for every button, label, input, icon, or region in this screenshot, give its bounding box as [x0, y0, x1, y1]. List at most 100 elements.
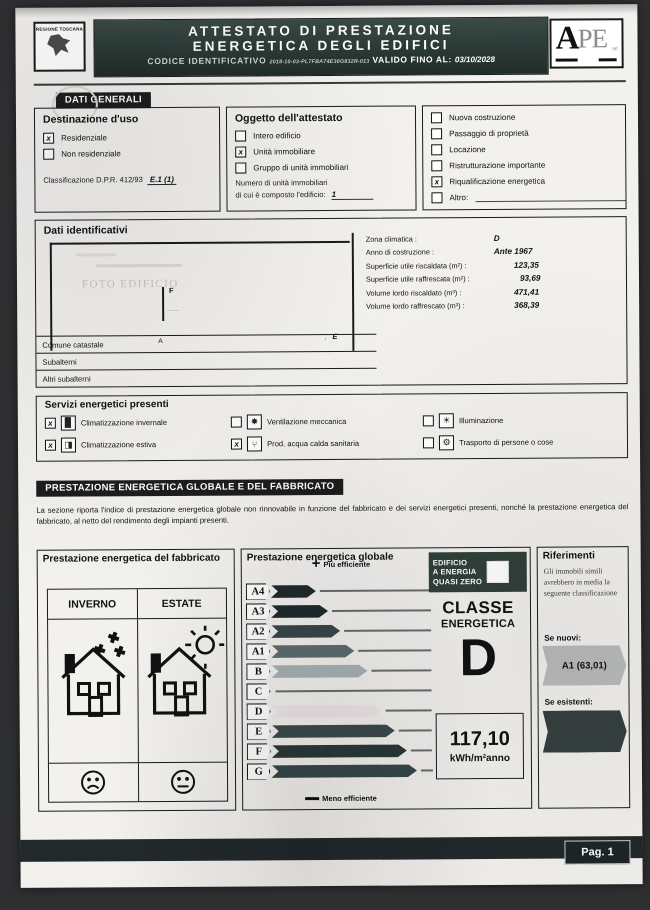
label-gruppo-unita: Gruppo di unità immobiliari [253, 162, 349, 173]
checkbox-altro[interactable] [431, 192, 443, 204]
numero-unita-label-2: di cui è composto l'edificio: [235, 190, 326, 200]
checkbox-acqua-calda-sanitaria[interactable]: x [231, 438, 243, 450]
title-line-2: ENERGETICA DEGLI EDIFICI [192, 37, 450, 54]
checkbox-row-gruppo-unita[interactable]: Gruppo di unità immobiliari [235, 161, 415, 174]
footer-band [20, 836, 643, 862]
checkbox-row-nuova-costruzione[interactable]: Nuova costruzione [430, 111, 625, 124]
oggetto-title: Oggetto dell'attestato [234, 111, 343, 125]
column-header-estate: ESTATE [161, 597, 202, 610]
se-esistenti-label: Se esistenti: [544, 697, 593, 707]
class-leader-line [398, 729, 432, 732]
section-description: La sezione riporta l'indice di prestazio… [36, 502, 629, 526]
servizi-column-3: ☀ Illuminazione ⚙ Trasporto di persone o… [422, 413, 554, 458]
checkbox-nzeb[interactable] [486, 560, 510, 584]
checkbox-row-riqualificazione[interactable]: x Riqualificazione energetica [431, 175, 625, 188]
service-label: Illuminazione [458, 415, 504, 426]
altro-input-line[interactable] [475, 192, 626, 203]
checkbox-residenziale[interactable]: x [43, 132, 55, 144]
destinazione-uso-box: Destinazione d'uso x Residenziale Non re… [33, 106, 221, 213]
checkbox-gruppo-unita[interactable] [235, 162, 247, 174]
field-row: Superficie utile raffrescata (m²) : 93,69 [366, 273, 616, 284]
checkbox-row-non-residenziale[interactable]: Non residenziale [43, 148, 219, 160]
checkbox-trasporto-persone-cose[interactable] [423, 437, 435, 449]
label-intero-edificio: Intero edificio [253, 131, 301, 141]
checkbox-row-locazione[interactable]: Locazione [431, 143, 625, 156]
class-bar [272, 704, 382, 718]
sun-icon [184, 625, 225, 669]
checkbox-intero-edificio[interactable] [235, 130, 247, 142]
checkbox-non-residenziale[interactable] [43, 148, 55, 160]
checkbox-climatizzazione-estiva[interactable]: x [44, 439, 57, 451]
identificativi-fields: Zona climatica :D Anno di costruzione :A… [366, 233, 616, 315]
lamp-icon: ☀ [438, 413, 455, 429]
checkbox-row-ristrutturazione[interactable]: Ristrutturazione importante [431, 159, 625, 172]
meno-efficiente-label: Meno efficiente [322, 793, 377, 804]
catasto-value: A [158, 338, 163, 346]
class-tag: A4 [246, 583, 270, 600]
ape-letters-pe: PE [577, 23, 608, 54]
checkbox-row-unita-immobiliare[interactable]: x Unità immobiliare [235, 145, 415, 158]
class-tag: A2 [246, 623, 270, 640]
checkbox-row-passaggio-proprieta[interactable]: Passaggio di proprietà [431, 127, 625, 140]
energy-index-box: 117,10 kWh/m²anno [435, 712, 525, 780]
servizi-column-2: ✸ Ventilazione meccanica x ⑂ Prod. acqua… [230, 414, 359, 459]
numero-unita-label-1: Numero di unità immobiliari [235, 178, 328, 188]
service-trasporto-persone-cose[interactable]: ⚙ Trasporto di persone o cose [423, 435, 553, 451]
checkbox-unita-immobiliare[interactable]: x [235, 146, 247, 158]
field-value: 471,41 [514, 287, 540, 297]
service-acqua-calda-sanitaria[interactable]: x ⑂ Prod. acqua calda sanitaria [231, 436, 359, 452]
field-row: Zona climatica : D [366, 233, 616, 244]
photo-ghost-line-1 [75, 253, 116, 257]
illustration-inverno [48, 619, 139, 763]
air-conditioner-icon: ◨ [60, 437, 77, 453]
class-leader-line [410, 749, 432, 752]
regione-toscana-logo: REGIONE TOSCANA [33, 21, 86, 72]
catasto-rows: Comune catastale A Subalterni Altri suba… [36, 333, 377, 387]
label-unita-immobiliare: Unità immobiliare [253, 147, 316, 157]
fan-icon: ✸ [246, 414, 263, 430]
oggetto-attestato-box: Oggetto dell'attestato Intero edificio x… [225, 105, 417, 212]
column-header-inverno: INVERNO [47, 589, 138, 619]
service-climatizzazione-invernale[interactable]: x ▉ Climatizzazione invernale [44, 415, 167, 431]
field-key: Volume lordo raffrescato (m³) : [366, 301, 465, 311]
class-scale-row-c: C [246, 680, 432, 701]
service-illuminazione[interactable]: ☀ Illuminazione [422, 413, 553, 429]
field-value: 123,35 [513, 260, 539, 270]
classificazione-label: Classificazione D.P.R. 412/93 [43, 175, 143, 185]
class-scale-row-e: E [247, 720, 433, 741]
banner-label: PRESTAZIONE ENERGETICA GLOBALE E DEL FAB… [36, 478, 344, 497]
se-nuovi-value: A1 (63,01) [561, 659, 607, 672]
checkbox-row-altro[interactable]: Altro: [431, 191, 626, 204]
field-key: Anno di costruzione : [365, 247, 435, 258]
class-bar [272, 724, 395, 738]
nzeb-line-1: EDIFICIO [432, 557, 468, 568]
radiator-icon: ▉ [60, 415, 76, 431]
checkbox-ristrutturazione[interactable] [431, 160, 443, 172]
checkbox-riqualificazione[interactable]: x [431, 176, 443, 188]
service-ventilazione-meccanica[interactable]: ✸ Ventilazione meccanica [230, 414, 359, 430]
field-row: Superficie utile riscaldata (m²) : 123,35 [365, 260, 616, 271]
class-leader-line [319, 589, 431, 592]
checkbox-climatizzazione-invernale[interactable]: x [44, 417, 56, 429]
prestazione-globale-panel: Prestazione energetica globale + Più eff… [240, 546, 533, 811]
checkbox-nuova-costruzione[interactable] [430, 112, 443, 124]
checkbox-ventilazione-meccanica[interactable] [230, 416, 242, 428]
checkbox-row-residenziale[interactable]: x Residenziale [43, 132, 219, 144]
checkbox-illuminazione[interactable] [422, 415, 435, 427]
field-key: Superficie utile riscaldata (m²) : [365, 260, 467, 271]
label-locazione: Locazione [449, 145, 486, 155]
nzeb-badge: EDIFICIO A ENERGIA QUASI ZERO [428, 551, 527, 593]
gear-icon: ⚙ [439, 435, 455, 451]
checkbox-row-intero-edificio[interactable]: Intero edificio [235, 129, 415, 142]
service-label: Trasporto di persone o cose [459, 437, 554, 448]
checkbox-passaggio-proprieta[interactable] [431, 128, 443, 140]
servizi-column-1: x ▉ Climatizzazione invernale x ◨ Climat… [44, 415, 167, 460]
service-climatizzazione-estiva[interactable]: x ◨ Climatizzazione estiva [44, 437, 167, 453]
riferimenti-text: Gli immobili simili avrebbero in media l… [543, 566, 618, 598]
class-scale-row-a2: A2 [246, 620, 432, 641]
field-row: Volume lordo riscaldato (m³) : 471,41 [366, 287, 616, 297]
class-bar [271, 764, 417, 778]
checkbox-locazione[interactable] [431, 144, 443, 156]
riferimenti-panel: Riferimenti Gli immobili simili avrebber… [536, 546, 631, 809]
class-bar [272, 744, 407, 758]
